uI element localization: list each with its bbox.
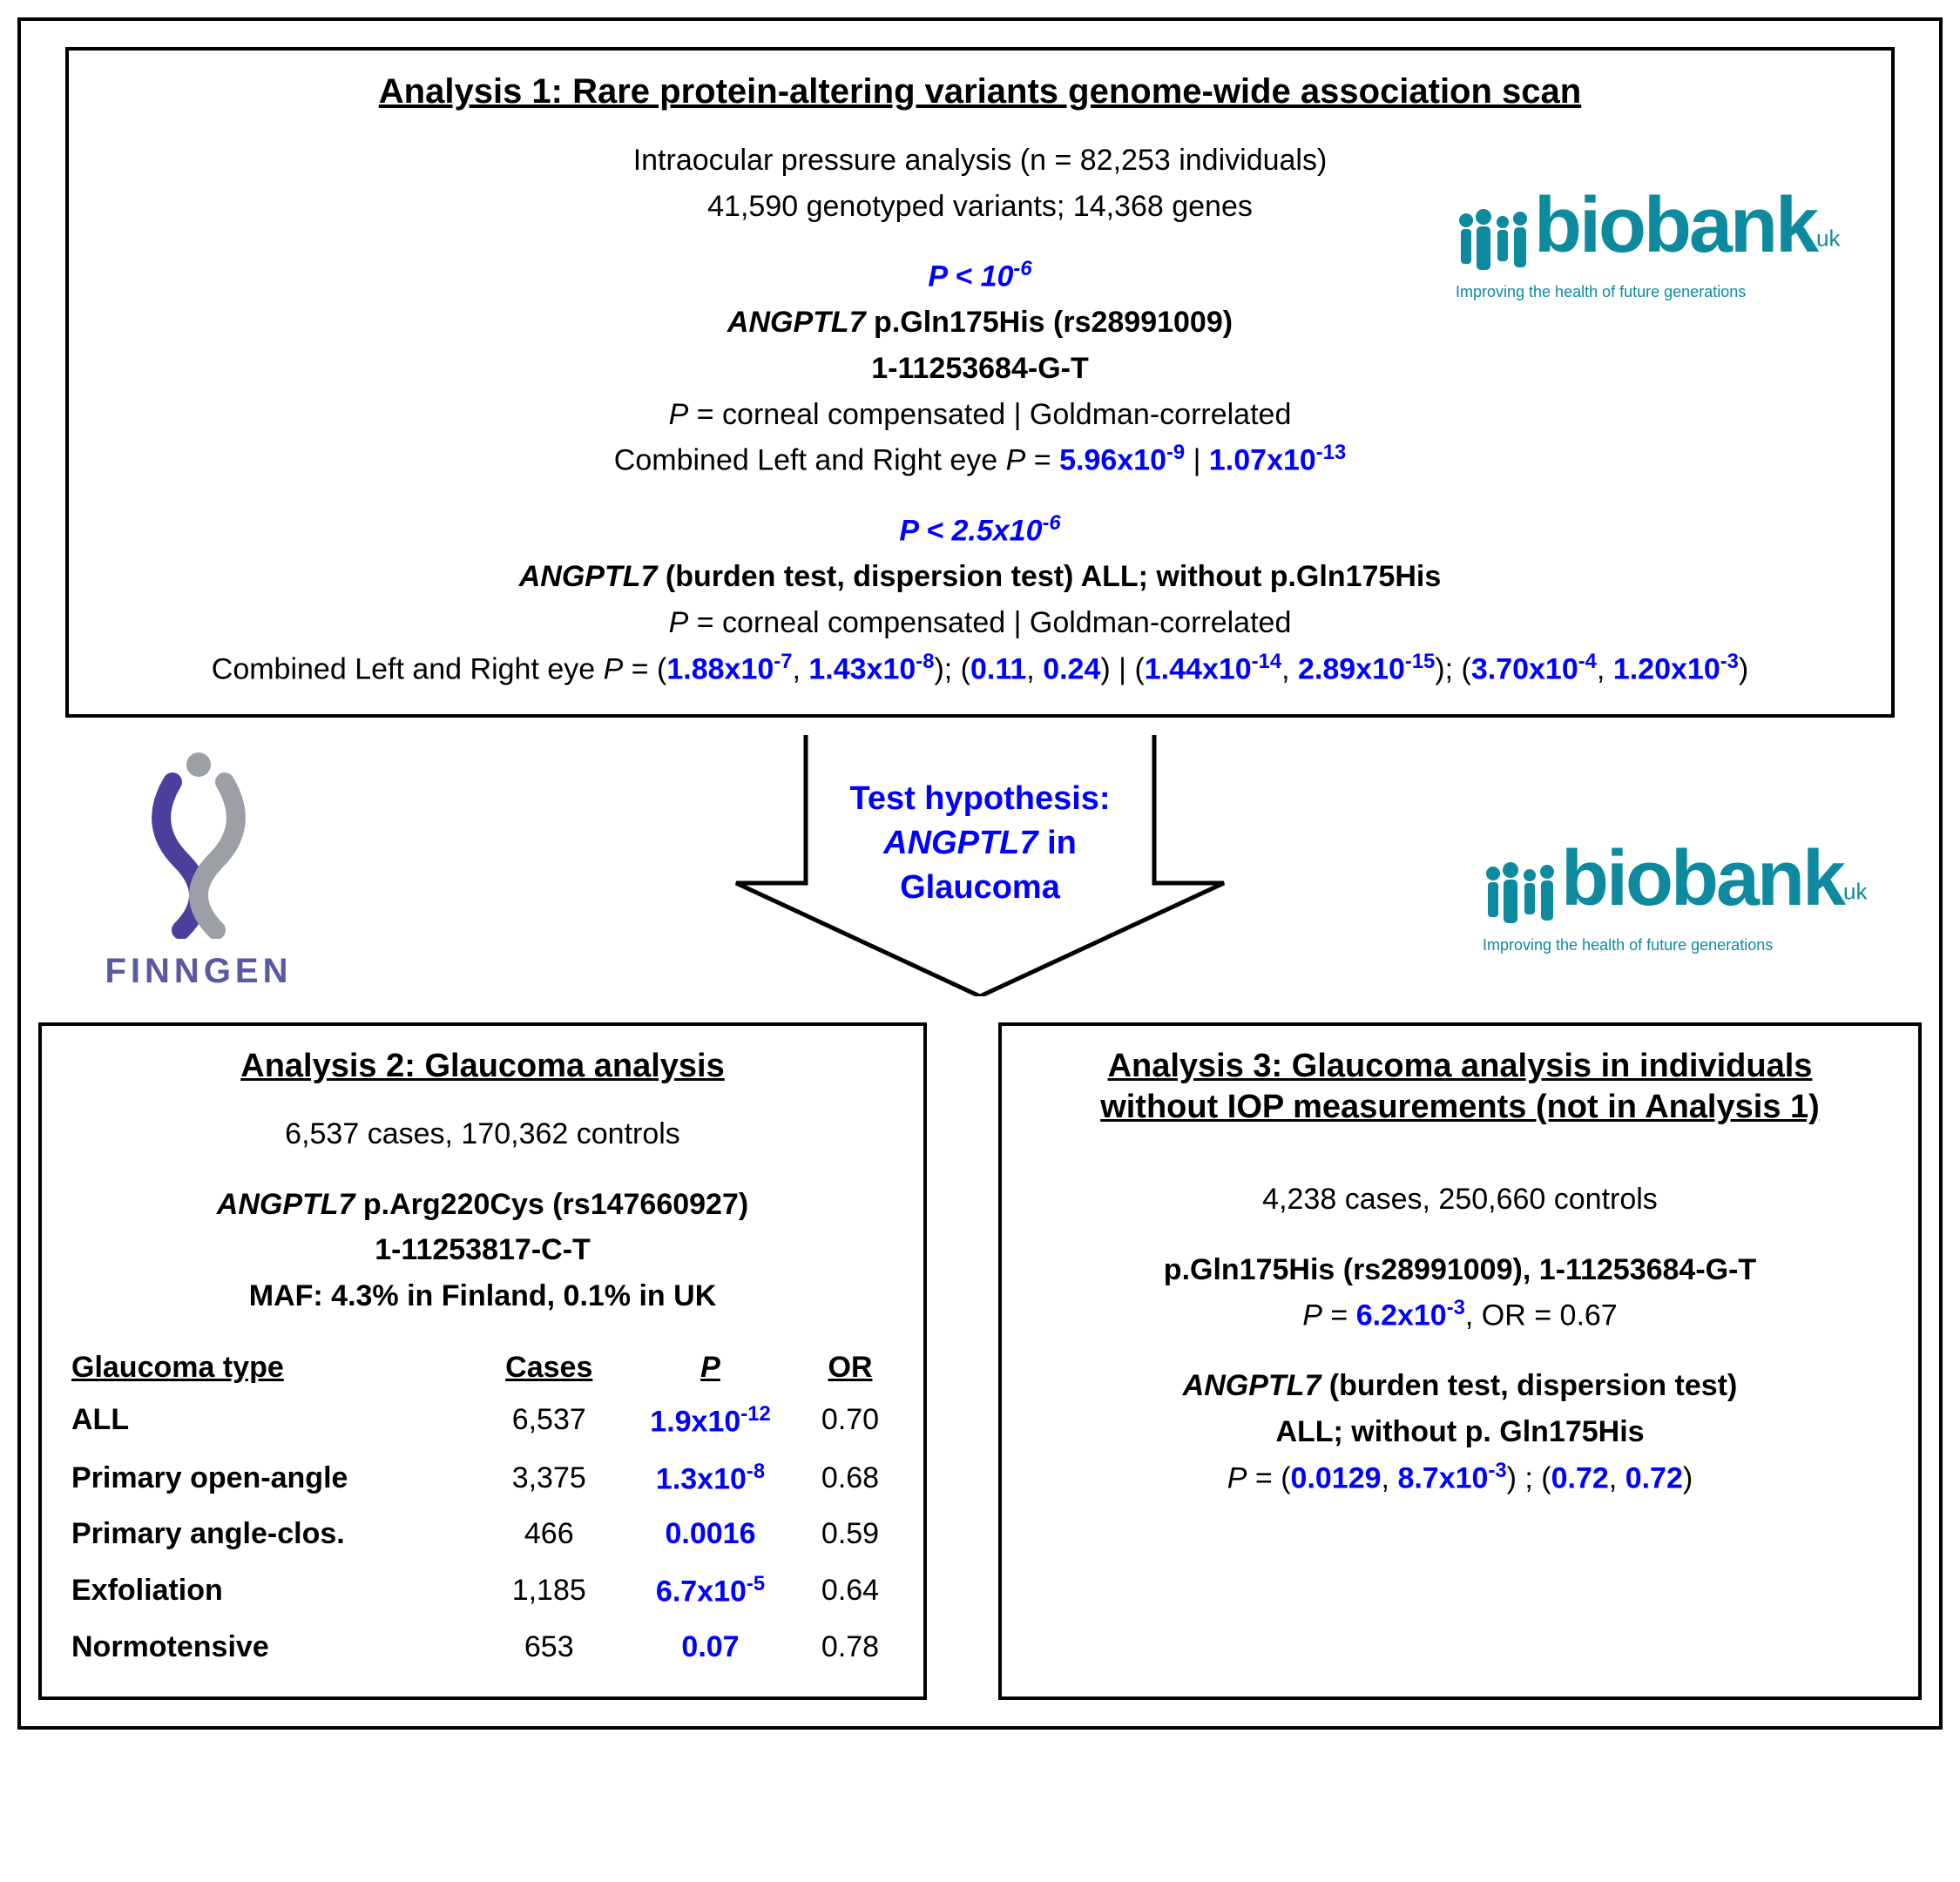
analysis-3-title-1: Analysis 3: Glaucoma analysis in individ… <box>1028 1048 1892 1085</box>
a1-combined-2: Combined Left and Right eye P = (1.88x10… <box>95 646 1865 692</box>
a1-sub1: Intraocular pressure analysis (n = 82,25… <box>95 138 1865 184</box>
col-cases: Cases <box>481 1344 618 1392</box>
finngen-helix-icon <box>120 747 277 939</box>
biobank-people-icon <box>1456 205 1534 292</box>
analysis-3-panel: biobankuk Improving the health of future… <box>998 1022 1922 1700</box>
biobank-tagline: Improving the health of future generatio… <box>1456 283 1856 301</box>
finngen-label: FINNGEN <box>68 952 329 991</box>
biobank-uk: uk <box>1843 879 1867 905</box>
a1-combined-1: Combined Left and Right eye P = 5.96x10-… <box>95 437 1865 483</box>
col-type: Glaucoma type <box>68 1344 481 1392</box>
analysis-1-panel: Analysis 1: Rare protein-altering varian… <box>65 47 1895 718</box>
biobank-people-icon <box>1483 858 1561 945</box>
analysis-3-title-2: without IOP measurements (not in Analysi… <box>1028 1089 1892 1126</box>
a1-gene-2: ANGPTL7 (burden test, dispersion test) A… <box>95 554 1865 600</box>
a1-pdesc-1: P = corneal compensated | Goldman-correl… <box>95 392 1865 438</box>
a1-pdesc-2: P = corneal compensated | Goldman-correl… <box>95 600 1865 646</box>
col-or: OR <box>803 1344 897 1392</box>
a3-variant: p.Gln175His (rs28991009), 1-11253684-G-T <box>1028 1247 1892 1293</box>
a1-threshold-2: P < 2.5x10-6 <box>95 508 1865 554</box>
table-row: Primary angle-clos.4660.00160.59 <box>68 1507 897 1562</box>
a2-maf: MAF: 4.3% in Finland, 0.1% in UK <box>68 1273 897 1319</box>
table-row: Exfoliation1,1856.7x10-50.64 <box>68 1562 897 1619</box>
glaucoma-table: Glaucoma type Cases P OR ALL6,5371.9x10-… <box>68 1344 897 1675</box>
arrow-text: Test hypothesis: ANGPTL7 in Glaucoma <box>719 777 1241 911</box>
a3-results: P = (0.0129, 8.7x10-3) ; (0.72, 0.72) <box>1028 1455 1892 1501</box>
a1-loc-1: 1-11253684-G-T <box>95 346 1865 392</box>
biobank-word: biobank <box>1534 182 1816 269</box>
figure-container: Analysis 1: Rare protein-altering varian… <box>17 17 1943 1730</box>
a2-gene: ANGPTL7 p.Arg220Cys (rs147660927) <box>68 1182 897 1228</box>
a2-sub: 6,537 cases, 170,362 controls <box>68 1111 897 1157</box>
table-row: Normotensive6530.070.78 <box>68 1620 897 1675</box>
biobank-uk: uk <box>1816 226 1840 252</box>
a3-gene: ANGPTL7 (burden test, dispersion test) <box>1028 1363 1892 1409</box>
finngen-logo: FINNGEN <box>68 747 329 991</box>
a2-loc: 1-11253817-C-T <box>68 1227 897 1273</box>
biobank-word: biobank <box>1561 835 1843 922</box>
a3-sub2: ALL; without p. Gln175His <box>1028 1409 1892 1455</box>
analysis-1-title: Analysis 1: Rare protein-altering varian… <box>95 72 1865 111</box>
hypothesis-arrow: Test hypothesis: ANGPTL7 in Glaucoma <box>719 735 1241 996</box>
col-p: P <box>618 1344 803 1392</box>
a3-sub: 4,238 cases, 250,660 controls <box>1028 1177 1892 1223</box>
a3-pline: P = 6.2x10-3, OR = 0.67 <box>1028 1292 1892 1339</box>
biobank-logo-small: biobankuk Improving the health of future… <box>1483 834 1883 974</box>
biobank-tagline: Improving the health of future generatio… <box>1483 936 1883 954</box>
biobank-logo: biobankuk Improving the health of future… <box>1456 181 1856 320</box>
table-row: ALL6,5371.9x10-120.70 <box>68 1392 897 1449</box>
table-row: Primary open-angle3,3751.3x10-80.68 <box>68 1449 897 1507</box>
analysis-2-title: Analysis 2: Glaucoma analysis <box>68 1048 897 1085</box>
analysis-2-panel: FINNGEN Analysis 2: Glaucoma analysis 6,… <box>38 1022 927 1700</box>
